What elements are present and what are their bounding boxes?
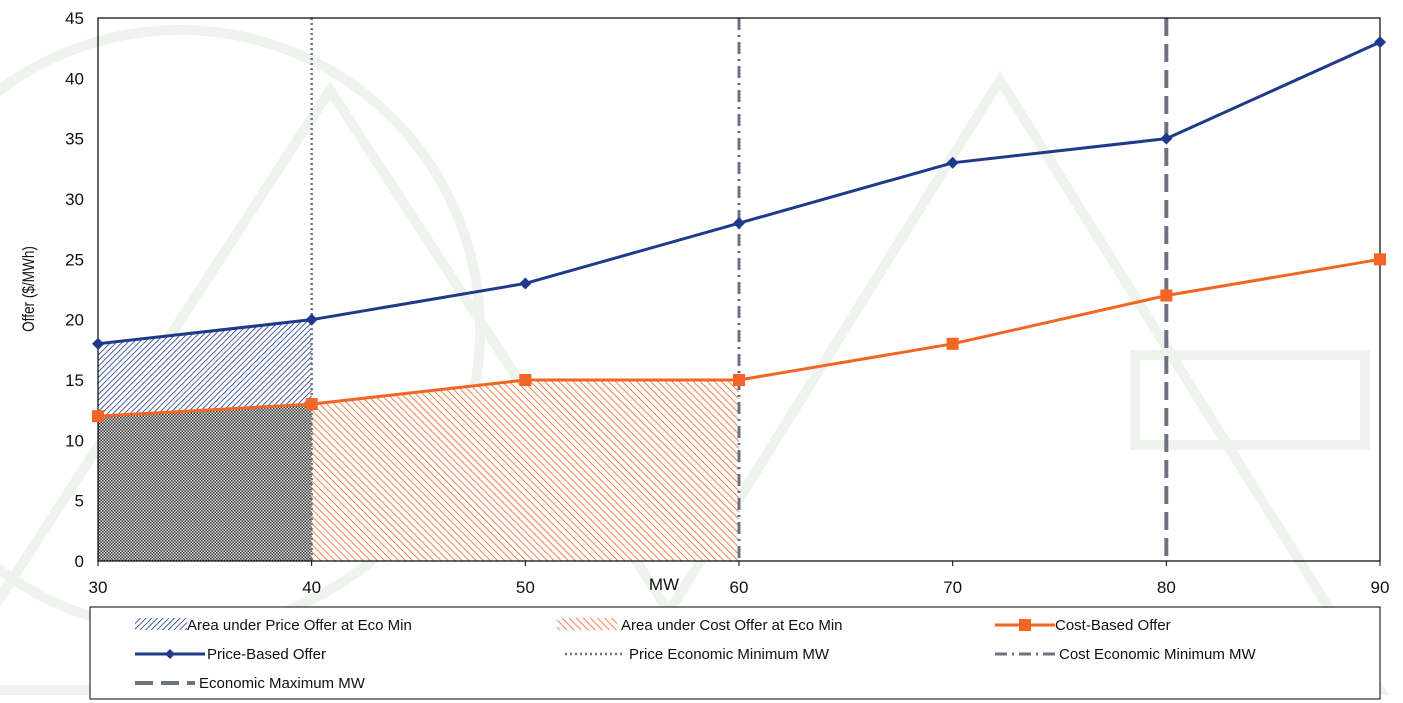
legend-item: Cost Economic Minimum MW — [995, 646, 1257, 663]
legend-box — [89, 606, 1381, 700]
y-tick-label: 5 — [75, 492, 84, 511]
legend-item: Price-Based Offer — [135, 646, 326, 663]
y-tick-label: 35 — [65, 130, 84, 149]
legend-item: Price Economic Minimum MW — [565, 646, 830, 663]
price-offer-point — [519, 277, 532, 290]
x-tick-label: 60 — [730, 578, 749, 597]
legend-label: Economic Maximum MW — [199, 675, 366, 692]
legend-swatch-price-marker — [165, 649, 175, 659]
y-tick-label: 45 — [65, 9, 84, 28]
price-offer-point — [1374, 36, 1386, 49]
legend-label: Cost Economic Minimum MW — [1059, 646, 1257, 663]
cost-offer-point — [946, 337, 959, 350]
legend-label: Cost-Based Offer — [1055, 617, 1171, 634]
price-offer-point — [946, 156, 959, 169]
legend-label: Area under Cost Offer at Eco Min — [621, 617, 843, 634]
price-offer-point — [92, 337, 104, 350]
cost-offer-point — [733, 374, 745, 386]
y-tick-label: 40 — [65, 69, 84, 88]
x-tick-label: 90 — [1371, 578, 1390, 597]
x-tick-label: 50 — [516, 578, 535, 597]
legend-item: Cost-Based Offer — [995, 617, 1171, 634]
x-tick-label: 80 — [1157, 578, 1176, 597]
price-offer-point — [1160, 132, 1173, 145]
legend-item: Area under Cost Offer at Eco Min — [557, 617, 843, 634]
areas-layer — [98, 319, 739, 561]
y-tick-label: 15 — [65, 371, 84, 390]
cost-offer-point — [1160, 289, 1173, 302]
legend-swatch-price-area — [135, 618, 187, 630]
y-tick-label: 30 — [65, 190, 84, 209]
cost-offer-point — [305, 398, 318, 411]
x-tick-label: 40 — [302, 578, 321, 597]
x-tick-label: 70 — [943, 578, 962, 597]
y-tick-label: 10 — [65, 431, 84, 450]
x-axis-title: MW — [649, 575, 679, 594]
legend-swatch-cost-area — [557, 618, 617, 630]
y-tick-label: 20 — [65, 311, 84, 330]
legend-label: Price Economic Minimum MW — [629, 646, 830, 663]
legend-item: Economic Maximum MW — [135, 675, 366, 692]
vlines-layer — [310, 18, 1169, 561]
area-overlap — [98, 404, 312, 561]
price-offer-point — [733, 217, 745, 230]
x-tick-label: 30 — [89, 578, 108, 597]
cost-offer-point — [519, 374, 532, 386]
y-tick-label: 25 — [65, 250, 84, 269]
price-offer-point — [305, 313, 318, 326]
legend-label: Area under Price Offer at Eco Min — [187, 617, 412, 634]
area-under-price-offer — [98, 319, 312, 417]
legend: Area under Price Offer at Eco Min Area un… — [89, 606, 1381, 700]
ticks-layer: 0 5 10 15 20 25 30 35 40 45 30 40 50 60 70 80 90 — [65, 9, 1389, 597]
legend-swatch-cost-marker — [1019, 619, 1031, 631]
legend-label: Price-Based Offer — [207, 646, 326, 663]
y-axis-title: Offer ($/MWh) — [20, 246, 39, 332]
legend-item: Area under Price Offer at Eco Min — [135, 617, 412, 634]
cost-offer-point — [92, 410, 104, 423]
y-tick-label: 0 — [75, 552, 84, 571]
cost-offer-point — [1374, 253, 1386, 266]
series-layer — [92, 36, 1386, 423]
